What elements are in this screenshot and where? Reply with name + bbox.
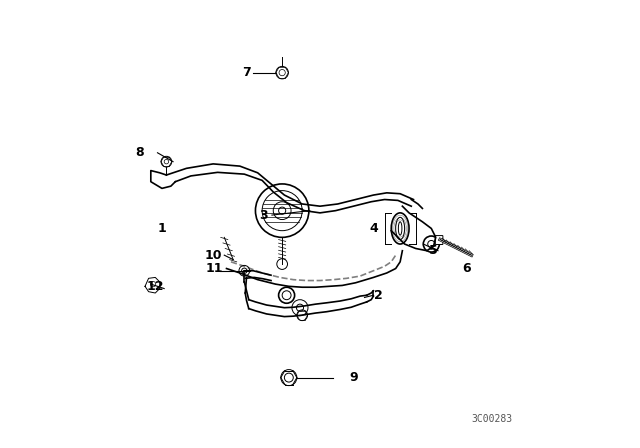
Text: 2: 2 xyxy=(374,289,382,302)
Text: 5: 5 xyxy=(429,244,438,257)
Text: 11: 11 xyxy=(205,262,223,275)
FancyBboxPatch shape xyxy=(435,236,443,245)
Text: 12: 12 xyxy=(147,280,164,293)
Text: 3: 3 xyxy=(259,209,268,222)
Text: 6: 6 xyxy=(463,262,471,275)
Text: 4: 4 xyxy=(369,222,378,235)
Text: 7: 7 xyxy=(242,66,251,79)
Text: 10: 10 xyxy=(204,249,222,262)
Text: 1: 1 xyxy=(157,222,166,235)
Text: 9: 9 xyxy=(349,371,358,384)
Text: 3C00283: 3C00283 xyxy=(472,414,513,424)
Text: 8: 8 xyxy=(136,146,144,159)
